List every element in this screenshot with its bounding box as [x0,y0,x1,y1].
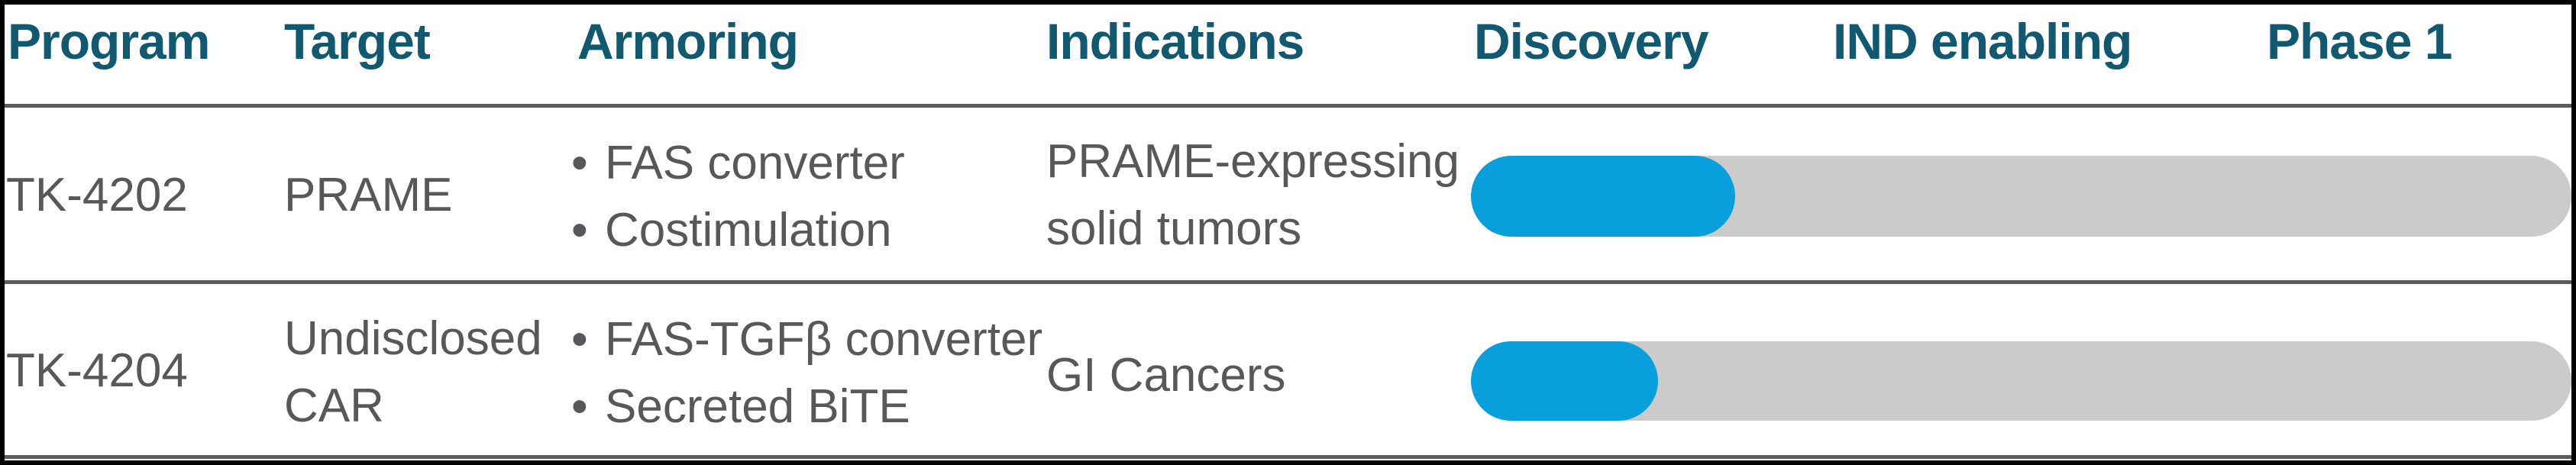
column-header-discovery: Discovery [1474,13,1709,69]
header-divider [5,104,2571,108]
progress-track [1471,156,2571,237]
column-header-target: Target [284,13,431,69]
column-header-indications: Indications [1046,13,1304,69]
armoring-item: • Costimulation [571,197,905,264]
armoring-item: • FAS-TGFβ converter [571,306,1042,373]
bullet-icon: • [571,313,588,366]
target-value: PRAME [284,169,453,221]
bottom-divider [5,455,2571,459]
armoring-item-label: Secreted BiTE [605,380,910,433]
column-header-ind-enabling: IND enabling [1833,13,2132,69]
program-id: TK-4202 [6,169,188,221]
armoring-item-label: FAS converter [605,137,905,189]
indications-value: GI Cancers [1046,349,1286,402]
armoring-list: • FAS-TGFβ converter • Secreted BiTE [571,306,1042,441]
armoring-list: • FAS converter • Costimulation [571,130,905,264]
indications-value: PRAME-expressing solid tumors [1046,135,1459,255]
bullet-icon: • [571,137,588,189]
program-id: TK-4204 [6,344,188,397]
progress-track [1471,341,2571,421]
bullet-icon: • [571,204,588,257]
column-header-program: Program [8,13,210,69]
armoring-item-label: FAS-TGFβ converter [605,313,1043,366]
armoring-item-label: Costimulation [605,204,892,257]
armoring-item: • FAS converter [571,130,905,197]
progress-fill [1471,341,1658,421]
progress-fill [1471,156,1735,237]
column-header-armoring: Armoring [577,13,799,69]
target-value: Undisclosed CAR [284,312,542,432]
column-header-phase-1: Phase 1 [2267,13,2452,69]
armoring-item: • Secreted BiTE [571,373,1042,441]
row-divider [5,280,2571,284]
bullet-icon: • [571,380,588,433]
